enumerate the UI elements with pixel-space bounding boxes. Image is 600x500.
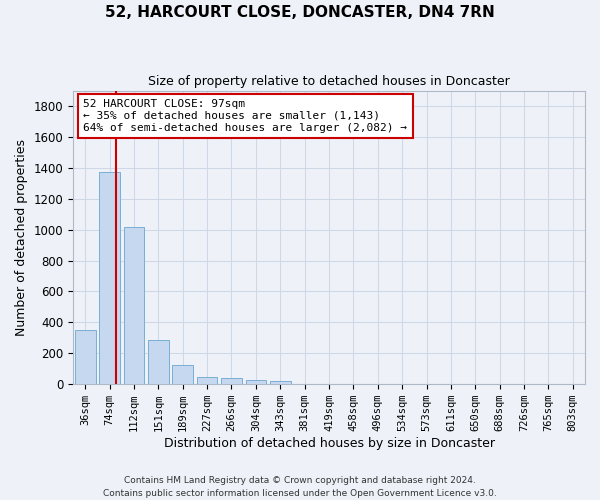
- X-axis label: Distribution of detached houses by size in Doncaster: Distribution of detached houses by size …: [164, 437, 494, 450]
- Text: 52 HARCOURT CLOSE: 97sqm
← 35% of detached houses are smaller (1,143)
64% of sem: 52 HARCOURT CLOSE: 97sqm ← 35% of detach…: [83, 100, 407, 132]
- Bar: [99, 172, 120, 384]
- Bar: [197, 378, 217, 384]
- Bar: [172, 365, 193, 384]
- Bar: [148, 340, 169, 384]
- Text: 52, HARCOURT CLOSE, DONCASTER, DN4 7RN: 52, HARCOURT CLOSE, DONCASTER, DN4 7RN: [105, 5, 495, 20]
- Bar: [245, 380, 266, 384]
- Text: Contains HM Land Registry data © Crown copyright and database right 2024.
Contai: Contains HM Land Registry data © Crown c…: [103, 476, 497, 498]
- Title: Size of property relative to detached houses in Doncaster: Size of property relative to detached ho…: [148, 75, 510, 88]
- Bar: [270, 382, 290, 384]
- Bar: [124, 226, 145, 384]
- Bar: [75, 330, 95, 384]
- Bar: [221, 378, 242, 384]
- Y-axis label: Number of detached properties: Number of detached properties: [15, 139, 28, 336]
